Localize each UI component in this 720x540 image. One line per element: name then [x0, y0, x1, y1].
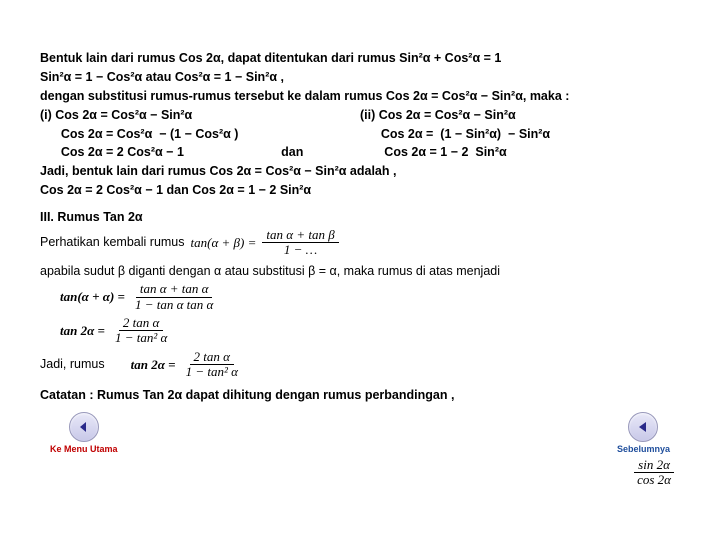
side-num: sin 2α — [634, 458, 674, 473]
line-3: dengan substitusi rumus-rumus tersebut k… — [40, 88, 680, 105]
eq1-frac: tan α + tan β 1 − … — [262, 228, 338, 258]
col-ii-1: (ii) Cos 2α = Cos²α − Sin²α — [360, 107, 680, 124]
eq3-den: 1 − tan² α — [111, 331, 171, 345]
eq1-num: tan α + tan β — [262, 228, 338, 243]
eq4-frac: 2 tan α 1 − tan² α — [182, 350, 242, 380]
eq3-num: 2 tan α — [119, 316, 163, 331]
col-i-1: (i) Cos 2α = Cos²α − Sin²α — [40, 107, 360, 124]
intro-row: Perhatikan kembali rumus tan(α + β) = ta… — [40, 228, 680, 258]
nav-prev[interactable]: Sebelumnya — [617, 412, 670, 455]
eq2-den: 1 − tan α tan α — [131, 298, 217, 312]
prev-arrow-icon — [628, 412, 658, 442]
derivation-row-3: Cos 2α = 2 Cos²α − 1 dan Cos 2α = 1 − 2 … — [40, 144, 680, 161]
col-i-2: Cos 2α = Cos²α − (1 − Cos²α ) — [40, 126, 360, 143]
eq2-row: tan(α + α) = tan α + tan α 1 − tan α tan… — [40, 282, 680, 312]
line-result: Cos 2α = 2 Cos²α − 1 dan Cos 2α = 1 − 2 … — [40, 182, 680, 199]
intro-text: Perhatikan kembali rumus — [40, 234, 185, 251]
side-den: cos 2α — [633, 473, 675, 487]
eq3-row: tan 2α = 2 tan α 1 − tan² α — [40, 316, 680, 346]
nav-home[interactable]: Ke Menu Utama — [50, 412, 118, 455]
eq4-lhs: tan 2α = — [131, 356, 176, 374]
derivation-row-1: (i) Cos 2α = Cos²α − Sin²α (ii) Cos 2α =… — [40, 107, 680, 124]
section-title: III. Rumus Tan 2α — [40, 209, 680, 226]
eq3-lhs: tan 2α = — [60, 322, 105, 340]
nav-home-label: Ke Menu Utama — [50, 443, 118, 455]
eq2-lhs: tan(α + α) = — [60, 288, 125, 306]
eq2-num: tan α + tan α — [136, 282, 213, 297]
eq4-num: 2 tan α — [190, 350, 234, 365]
eq4-den: 1 − tan² α — [182, 365, 242, 379]
line-conclusion: Jadi, bentuk lain dari rumus Cos 2α = Co… — [40, 163, 680, 180]
col-ii-3: Cos 2α = 1 − 2 Sin²α — [360, 144, 680, 161]
eq1-lhs: tan(α + β) = — [191, 234, 257, 252]
result-row: Jadi, rumus tan 2α = 2 tan α 1 − tan² α — [40, 350, 680, 380]
line-2: Sin²α = 1 − Cos²α atau Cos²α = 1 − Sin²α… — [40, 69, 680, 86]
nav-prev-label: Sebelumnya — [617, 443, 670, 455]
col-ii-2: Cos 2α = (1 − Sin²α) − Sin²α — [360, 126, 680, 143]
note-line: Catatan : Rumus Tan 2α dapat dihitung de… — [40, 387, 680, 404]
col-i-3: Cos 2α = 2 Cos²α − 1 dan — [40, 144, 360, 161]
result-label: Jadi, rumus — [40, 356, 105, 373]
eq3-frac: 2 tan α 1 − tan² α — [111, 316, 171, 346]
nav-row: Ke Menu Utama Sebelumnya — [40, 412, 680, 455]
side-fraction: sin 2α cos 2α — [633, 458, 675, 488]
derivation-row-2: Cos 2α = Cos²α − (1 − Cos²α ) Cos 2α = (… — [40, 126, 680, 143]
back-arrow-icon — [69, 412, 99, 442]
line-1: Bentuk lain dari rumus Cos 2α, dapat dit… — [40, 50, 680, 67]
eq2-frac: tan α + tan α 1 − tan α tan α — [131, 282, 217, 312]
eq1-den: 1 − … — [280, 243, 321, 257]
substitution-text: apabila sudut β diganti dengan α atau su… — [40, 263, 680, 280]
